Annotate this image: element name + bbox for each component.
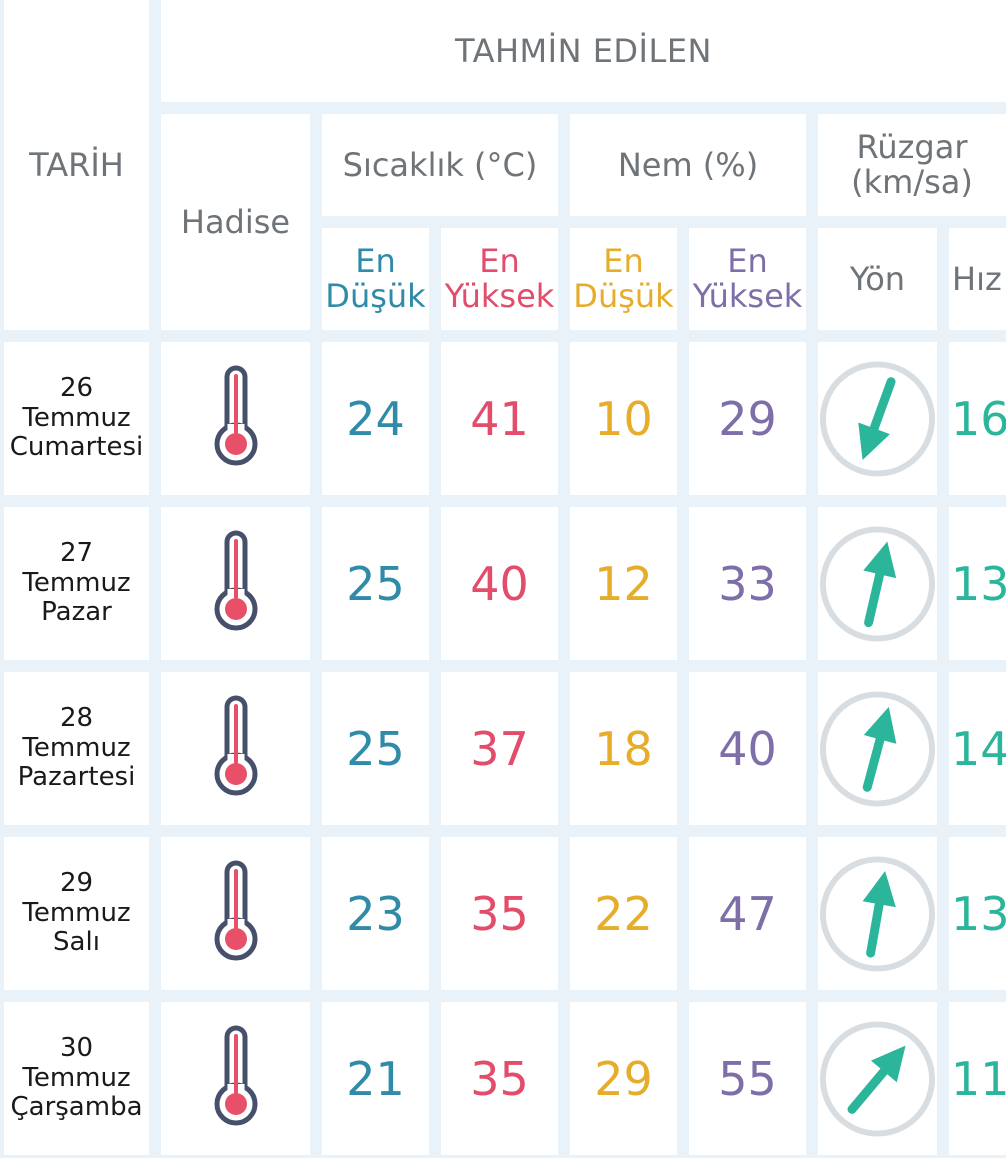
hum-high-value: 47 (689, 837, 806, 990)
subheader-hum-high: En Yüksek (689, 228, 806, 330)
date-cell: 28 Temmuz Pazartesi (4, 672, 149, 825)
wind-direction-cell (818, 837, 937, 990)
date-day: 29 (59, 868, 94, 899)
subheader-hum-high-line2: Yüksek (692, 277, 803, 315)
subheader-hum-low-line2: Düşük (573, 277, 674, 315)
wind-speed-value: 14 (949, 672, 1006, 825)
date-month: Temmuz (22, 567, 131, 598)
header-nem: Nem (%) (570, 114, 806, 216)
header-tarih: TARİH (4, 0, 149, 330)
wind-direction-icon (819, 855, 936, 972)
date-weekday: Salı (53, 927, 100, 958)
header-hadise-label: Hadise (180, 202, 291, 241)
subheader-temp-low: En Düşük (322, 228, 429, 330)
date-cell: 26 Temmuz Cumartesi (4, 342, 149, 495)
subheader-temp-high: En Yüksek (441, 228, 558, 330)
hum-low-value: 22 (570, 837, 677, 990)
hadise-cell (161, 837, 310, 990)
temp-high-value: 40 (441, 507, 558, 660)
header-tahmin-edilen: TAHMİN EDİLEN (161, 0, 1006, 102)
temp-high-value: 41 (441, 342, 558, 495)
wind-direction-cell (818, 1002, 937, 1155)
subheader-hiz: Hız (949, 228, 1006, 330)
subheader-temp-high-line2: Yüksek (444, 277, 555, 315)
date-day: 28 (59, 703, 94, 734)
date-day: 30 (59, 1033, 94, 1064)
header-ruzgar: Rüzgar (km/sa) (818, 114, 1006, 216)
hadise-cell (161, 1002, 310, 1155)
hum-low-value: 29 (570, 1002, 677, 1155)
wind-direction-cell (818, 507, 937, 660)
hadise-cell (161, 342, 310, 495)
thermometer-hot-icon (214, 1025, 257, 1125)
hum-low-value: 18 (570, 672, 677, 825)
wind-direction-cell (818, 672, 937, 825)
date-month: Temmuz (22, 1062, 131, 1093)
date-month: Temmuz (22, 732, 131, 763)
date-weekday: Çarşamba (10, 1092, 143, 1123)
subheader-hum-low-line1: En (603, 242, 644, 281)
temp-low-value: 25 (322, 672, 429, 825)
date-month: Temmuz (22, 897, 131, 928)
date-day: 26 (59, 373, 94, 404)
wind-direction-icon (819, 525, 936, 642)
temp-low-value: 24 (322, 342, 429, 495)
hadise-cell (161, 672, 310, 825)
header-sicaklik: Sıcaklık (°C) (322, 114, 558, 216)
date-cell: 27 Temmuz Pazar (4, 507, 149, 660)
subheader-hum-high-line1: En (727, 242, 768, 281)
wind-speed-value: 11 (949, 1002, 1006, 1155)
hum-low-value: 10 (570, 342, 677, 495)
hum-low-value: 12 (570, 507, 677, 660)
temp-high-value: 35 (441, 1002, 558, 1155)
subheader-yon-label: Yön (849, 259, 906, 298)
wind-direction-icon (819, 1020, 936, 1137)
hum-high-value: 55 (689, 1002, 806, 1155)
wind-speed-value: 13 (949, 837, 1006, 990)
thermometer-hot-icon (214, 860, 257, 960)
date-month: Temmuz (22, 402, 131, 433)
subheader-temp-low-line2: Düşük (325, 277, 426, 315)
temp-low-value: 25 (322, 507, 429, 660)
hum-high-value: 40 (689, 672, 806, 825)
date-weekday: Cumartesi (9, 432, 144, 463)
header-hadise: Hadise (161, 114, 310, 330)
wind-direction-cell (818, 342, 937, 495)
date-weekday: Pazartesi (17, 762, 136, 793)
date-day: 27 (59, 538, 94, 569)
thermometer-hot-icon (214, 530, 257, 630)
header-tarih-label: TARİH (29, 145, 124, 184)
subheader-temp-low-line1: En (355, 242, 396, 281)
header-tahmin-label: TAHMİN EDİLEN (455, 32, 712, 70)
header-sicaklik-label: Sıcaklık (°C) (342, 145, 538, 184)
temp-high-value: 35 (441, 837, 558, 990)
temp-low-value: 21 (322, 1002, 429, 1155)
temp-high-value: 37 (441, 672, 558, 825)
hum-high-value: 29 (689, 342, 806, 495)
wind-direction-icon (819, 360, 936, 477)
header-ruzgar-line2: (km/sa) (851, 163, 973, 201)
subheader-hum-low: En Düşük (570, 228, 677, 330)
thermometer-hot-icon (214, 365, 257, 465)
subheader-hiz-label: Hız (952, 259, 1002, 298)
date-cell: 29 Temmuz Salı (4, 837, 149, 990)
wind-direction-icon (819, 690, 936, 807)
wind-speed-value: 16 (949, 342, 1006, 495)
header-ruzgar-line1: Rüzgar (856, 128, 968, 167)
date-cell: 30 Temmuz Çarşamba (4, 1002, 149, 1155)
date-weekday: Pazar (41, 597, 112, 628)
hadise-cell (161, 507, 310, 660)
subheader-temp-high-line1: En (479, 242, 520, 281)
hum-high-value: 33 (689, 507, 806, 660)
header-nem-label: Nem (%) (617, 145, 759, 184)
thermometer-hot-icon (214, 695, 257, 795)
subheader-yon: Yön (818, 228, 937, 330)
temp-low-value: 23 (322, 837, 429, 990)
wind-speed-value: 13 (949, 507, 1006, 660)
